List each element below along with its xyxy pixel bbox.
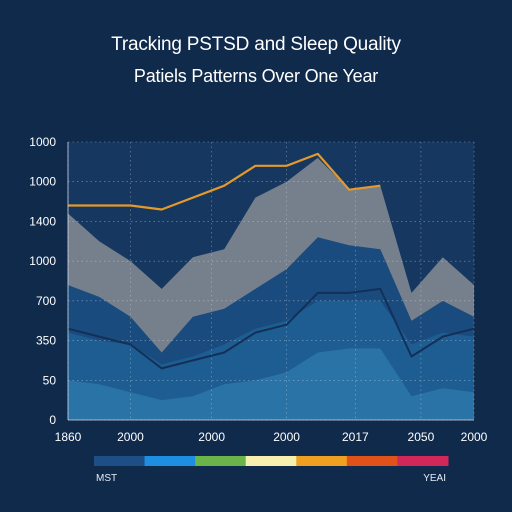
y-tick-label: 350 xyxy=(36,334,56,348)
line-series-2 xyxy=(68,152,381,211)
legend-swatch xyxy=(346,456,398,466)
y-tick-label: 0 xyxy=(49,413,56,427)
y-tick-label: 1400 xyxy=(29,214,56,228)
x-tick-label: 2000 xyxy=(198,430,225,444)
line-layer xyxy=(67,152,475,370)
legend: MST YEAI xyxy=(94,456,449,484)
line-series-1 xyxy=(67,287,475,370)
legend-swatch xyxy=(397,456,449,466)
y-tick-label: 1000 xyxy=(29,135,56,149)
legend-left-label: MST xyxy=(96,473,117,484)
y-tick-label: 50 xyxy=(43,373,57,387)
chart-title: Tracking PSTSD and Sleep Quality xyxy=(111,34,401,55)
x-tick-label: 2000 xyxy=(117,430,144,444)
legend-swatch xyxy=(144,456,196,466)
x-tick-label: 2000 xyxy=(461,430,488,444)
x-tick-label: 2000 xyxy=(273,430,300,444)
legend-swatch xyxy=(296,456,348,466)
y-tick-label: 700 xyxy=(36,294,56,308)
legend-right-label: YEAI xyxy=(423,473,446,484)
x-tick-label: 2017 xyxy=(342,430,369,444)
y-tick-label: 1000 xyxy=(29,175,56,189)
y-tick-label: 1000 xyxy=(29,254,56,268)
chart-subtitle: Patiels Patterns Over One Year xyxy=(133,66,379,86)
area-series-4 xyxy=(68,348,474,420)
legend-swatch xyxy=(195,456,247,466)
x-tick-label: 1860 xyxy=(55,430,82,444)
legend-swatch xyxy=(245,456,297,466)
axis-layer: 0 50 350 700 1000 1400 1000 1000 1860 2000 2000 200… xyxy=(29,135,487,444)
x-tick-label: 2050 xyxy=(408,430,435,444)
legend-swatch xyxy=(94,456,146,466)
